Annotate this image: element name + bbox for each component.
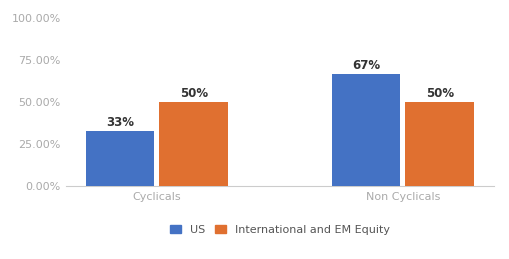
Text: 50%: 50% — [180, 87, 208, 100]
Text: 50%: 50% — [426, 87, 454, 100]
Bar — [405, 102, 474, 186]
Text: 67%: 67% — [352, 59, 380, 72]
Legend: US, International and EM Equity: US, International and EM Equity — [168, 222, 392, 237]
Text: 33%: 33% — [106, 116, 134, 129]
Bar — [159, 102, 229, 186]
Bar — [331, 74, 401, 186]
Bar — [86, 131, 155, 186]
